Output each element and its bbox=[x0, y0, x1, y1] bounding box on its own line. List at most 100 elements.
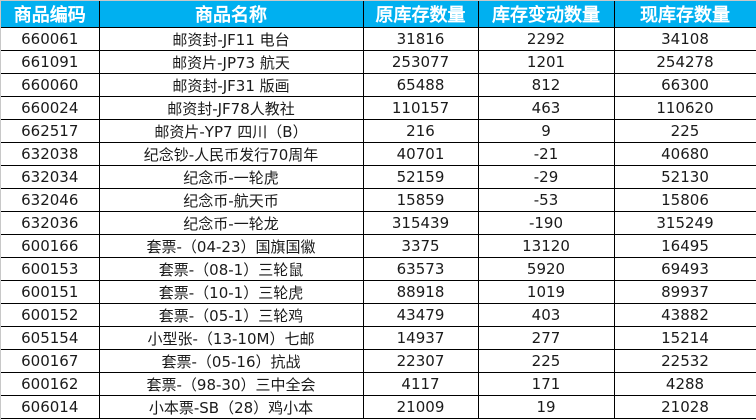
cell-stock-change[interactable]: 812 bbox=[478, 73, 615, 97]
cell-code[interactable]: 661091 bbox=[1, 50, 100, 74]
cell-stock-change[interactable]: 277 bbox=[478, 326, 615, 350]
table-row: 632046 纪念币-航天币 15859 -53 15806 bbox=[1, 188, 756, 212]
cell-name[interactable]: 纪念币-一轮龙 bbox=[99, 211, 364, 235]
cell-code[interactable]: 660061 bbox=[1, 27, 100, 51]
cell-current-stock[interactable]: 22532 bbox=[614, 349, 756, 373]
cell-original-stock[interactable]: 43479 bbox=[363, 303, 479, 327]
cell-original-stock[interactable]: 3375 bbox=[363, 234, 479, 258]
cell-stock-change[interactable]: 5920 bbox=[478, 257, 615, 281]
cell-code[interactable]: 660024 bbox=[1, 96, 100, 120]
cell-current-stock[interactable]: 225 bbox=[614, 119, 756, 143]
cell-name[interactable]: 套票-（98-30）三中全会 bbox=[99, 372, 364, 396]
cell-code[interactable]: 662517 bbox=[1, 119, 100, 143]
cell-current-stock[interactable]: 52130 bbox=[614, 165, 756, 189]
cell-name[interactable]: 邮资封-JF31 版画 bbox=[99, 73, 364, 97]
cell-code[interactable]: 660060 bbox=[1, 73, 100, 97]
cell-stock-change[interactable]: 403 bbox=[478, 303, 615, 327]
cell-stock-change[interactable]: -29 bbox=[478, 165, 615, 189]
cell-original-stock[interactable]: 52159 bbox=[363, 165, 479, 189]
cell-stock-change[interactable]: 1201 bbox=[478, 50, 615, 74]
cell-name[interactable]: 纪念币-航天币 bbox=[99, 188, 364, 212]
cell-stock-change[interactable]: 2292 bbox=[478, 27, 615, 51]
cell-current-stock[interactable]: 66300 bbox=[614, 73, 756, 97]
cell-stock-change[interactable]: 463 bbox=[478, 96, 615, 120]
cell-original-stock[interactable]: 40701 bbox=[363, 142, 479, 166]
cell-name[interactable]: 邮资封-JF78人教社 bbox=[99, 96, 364, 120]
cell-original-stock[interactable]: 253077 bbox=[363, 50, 479, 74]
cell-original-stock[interactable]: 14937 bbox=[363, 326, 479, 350]
cell-name[interactable]: 纪念钞-人民币发行70周年 bbox=[99, 142, 364, 166]
table-row: 660024 邮资封-JF78人教社 110157 463 110620 bbox=[1, 96, 756, 120]
cell-stock-change[interactable]: 19 bbox=[478, 395, 615, 419]
cell-current-stock[interactable]: 15214 bbox=[614, 326, 756, 350]
cell-stock-change[interactable]: 225 bbox=[478, 349, 615, 373]
cell-name[interactable]: 邮资片-JP73 航天 bbox=[99, 50, 364, 74]
cell-code[interactable]: 632038 bbox=[1, 142, 100, 166]
cell-current-stock[interactable]: 34108 bbox=[614, 27, 756, 51]
cell-original-stock[interactable]: 216 bbox=[363, 119, 479, 143]
cell-name[interactable]: 小本票-SB（28）鸡小本 bbox=[99, 395, 364, 419]
cell-current-stock[interactable]: 254278 bbox=[614, 50, 756, 74]
cell-current-stock[interactable]: 315249 bbox=[614, 211, 756, 235]
cell-code[interactable]: 600153 bbox=[1, 257, 100, 281]
cell-original-stock[interactable]: 63573 bbox=[363, 257, 479, 281]
cell-code[interactable]: 632036 bbox=[1, 211, 100, 235]
cell-current-stock[interactable]: 15806 bbox=[614, 188, 756, 212]
cell-code[interactable]: 600167 bbox=[1, 349, 100, 373]
cell-stock-change[interactable]: 171 bbox=[478, 372, 615, 396]
cell-original-stock[interactable]: 15859 bbox=[363, 188, 479, 212]
cell-stock-change[interactable]: 13120 bbox=[478, 234, 615, 258]
cell-current-stock[interactable]: 89937 bbox=[614, 280, 756, 304]
cell-stock-change[interactable]: -190 bbox=[478, 211, 615, 235]
cell-current-stock[interactable]: 40680 bbox=[614, 142, 756, 166]
table-row: 605154 小型张-（13-10M）七邮 14937 277 15214 bbox=[1, 326, 756, 350]
cell-current-stock[interactable]: 110620 bbox=[614, 96, 756, 120]
cell-name[interactable]: 套票-（04-23）国旗国徽 bbox=[99, 234, 364, 258]
cell-name[interactable]: 套票-（05-1）三轮鸡 bbox=[99, 303, 364, 327]
cell-stock-change[interactable]: -21 bbox=[478, 142, 615, 166]
cell-current-stock[interactable]: 16495 bbox=[614, 234, 756, 258]
cell-name[interactable]: 套票-（08-1）三轮鼠 bbox=[99, 257, 364, 281]
table-row: 660061 邮资封-JF11 电台 31816 2292 34108 bbox=[1, 27, 756, 51]
cell-original-stock[interactable]: 315439 bbox=[363, 211, 479, 235]
cell-name[interactable]: 邮资封-JF11 电台 bbox=[99, 27, 364, 51]
cell-name[interactable]: 套票-（05-16）抗战 bbox=[99, 349, 364, 373]
cell-original-stock[interactable]: 4117 bbox=[363, 372, 479, 396]
table-row: 632038 纪念钞-人民币发行70周年 40701 -21 40680 bbox=[1, 142, 756, 166]
cell-original-stock[interactable]: 88918 bbox=[363, 280, 479, 304]
cell-stock-change[interactable]: 9 bbox=[478, 119, 615, 143]
cell-stock-change[interactable]: 1019 bbox=[478, 280, 615, 304]
cell-stock-change[interactable]: -53 bbox=[478, 188, 615, 212]
column-header-current-stock[interactable]: 现库存数量 bbox=[614, 1, 756, 28]
cell-original-stock[interactable]: 65488 bbox=[363, 73, 479, 97]
cell-original-stock[interactable]: 110157 bbox=[363, 96, 479, 120]
table-row: 600151 套票-（10-1）三轮虎 88918 1019 89937 bbox=[1, 280, 756, 304]
cell-current-stock[interactable]: 69493 bbox=[614, 257, 756, 281]
cell-code[interactable]: 632034 bbox=[1, 165, 100, 189]
cell-name[interactable]: 小型张-（13-10M）七邮 bbox=[99, 326, 364, 350]
cell-code[interactable]: 605154 bbox=[1, 326, 100, 350]
cell-current-stock[interactable]: 21028 bbox=[614, 395, 756, 419]
cell-original-stock[interactable]: 22307 bbox=[363, 349, 479, 373]
cell-code[interactable]: 632046 bbox=[1, 188, 100, 212]
cell-name[interactable]: 邮资片-YP7 四川（B） bbox=[99, 119, 364, 143]
cell-original-stock[interactable]: 31816 bbox=[363, 27, 479, 51]
cell-code[interactable]: 600152 bbox=[1, 303, 100, 327]
cell-code[interactable]: 606014 bbox=[1, 395, 100, 419]
column-header-name[interactable]: 商品名称 bbox=[99, 1, 364, 28]
cell-code[interactable]: 600151 bbox=[1, 280, 100, 304]
cell-name[interactable]: 套票-（10-1）三轮虎 bbox=[99, 280, 364, 304]
cell-code[interactable]: 600162 bbox=[1, 372, 100, 396]
cell-current-stock[interactable]: 4288 bbox=[614, 372, 756, 396]
cell-code[interactable]: 600166 bbox=[1, 234, 100, 258]
column-header-original-stock[interactable]: 原库存数量 bbox=[363, 1, 479, 28]
table-row: 600153 套票-（08-1）三轮鼠 63573 5920 69493 bbox=[1, 257, 756, 281]
column-header-stock-change[interactable]: 库存变动数量 bbox=[478, 1, 615, 28]
cell-name[interactable]: 纪念币-一轮虎 bbox=[99, 165, 364, 189]
cell-original-stock[interactable]: 21009 bbox=[363, 395, 479, 419]
table-row: 632034 纪念币-一轮虎 52159 -29 52130 bbox=[1, 165, 756, 189]
column-header-code[interactable]: 商品编码 bbox=[1, 1, 100, 28]
cell-current-stock[interactable]: 43882 bbox=[614, 303, 756, 327]
